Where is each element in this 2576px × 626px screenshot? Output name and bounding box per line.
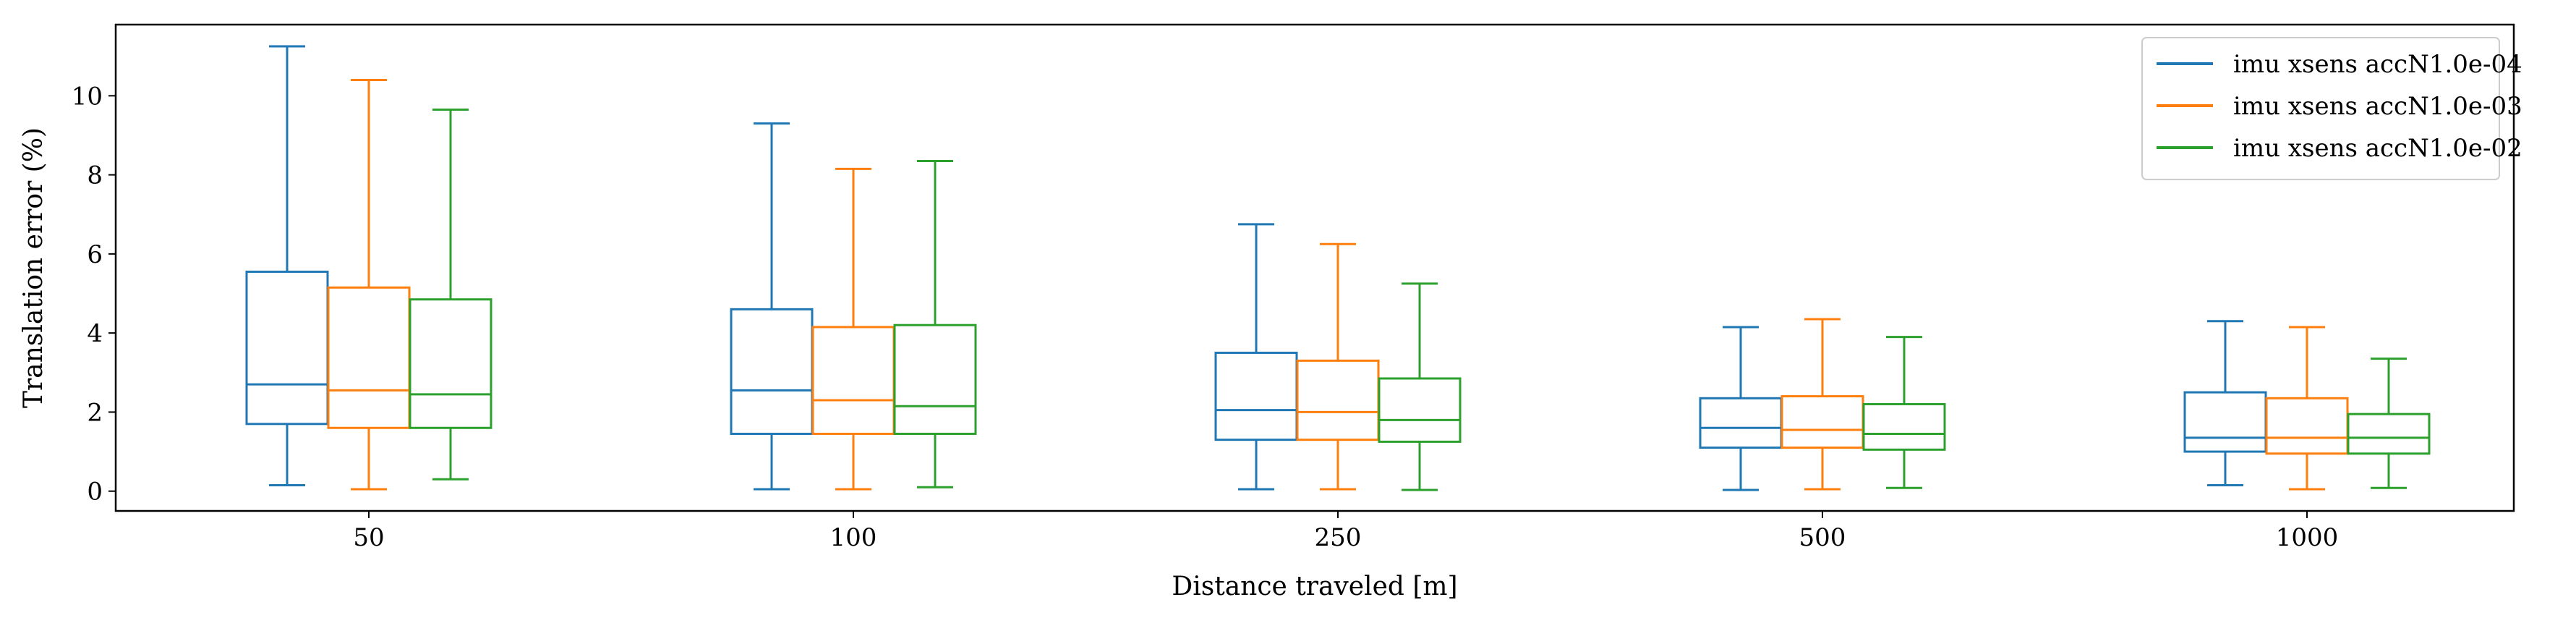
box-plot-item [1378,282,1462,491]
box-plot-item [2347,358,2431,489]
box [1378,377,1462,443]
y-axis-label: Translation error (%) [19,127,48,408]
box [245,270,329,426]
legend: imu xsens accN1.0e-04 imu xsens accN1.0e-… [2141,37,2522,180]
x-tick-label: 500 [1799,523,1846,552]
box-plot-item [1699,326,1783,491]
legend-label: imu xsens accN1.0e-02 [2233,134,2522,163]
box-plot-item [327,78,411,491]
x-tick-label: 50 [353,523,384,552]
box [811,326,895,435]
box [1699,397,1783,449]
x-axis: 50 100 250 500 1000 [353,511,2338,552]
x-axis-label: Distance traveled [m] [1172,572,1457,601]
box-plot-item [730,122,814,491]
box-plot-item [893,159,977,488]
box [1862,402,1946,451]
box [893,323,977,435]
box [1780,395,1864,449]
y-tick-label: 10 [72,82,103,111]
plot-frame [114,23,2515,512]
legend-label: imu xsens accN1.0e-04 [2233,50,2522,79]
legend-frame [2141,37,2500,180]
box-plot-item [2265,326,2349,491]
y-tick-label: 4 [87,319,103,348]
box [2183,391,2267,453]
box [1214,351,1298,441]
box [327,286,411,429]
boxes-layer [245,45,2431,491]
box-plot-item [1862,336,1946,489]
y-axis: 0 2 4 6 8 10 [72,82,116,507]
y-tick-label: 6 [87,240,103,269]
box-plot-item [1780,318,1864,491]
box [730,308,814,435]
box-plot-item [409,108,492,481]
x-tick-label: 100 [830,523,877,552]
box-plot-item [1296,242,1380,491]
x-tick-label: 1000 [2276,523,2339,552]
legend-label: imu xsens accN1.0e-03 [2233,92,2522,121]
y-tick-label: 2 [87,398,103,427]
x-tick-label: 250 [1315,523,1362,552]
box-plot-item [811,167,895,491]
box-plot-item [245,45,329,486]
y-tick-label: 0 [87,478,103,507]
box [2347,413,2431,455]
y-tick-label: 8 [87,161,103,190]
box [2265,397,2349,455]
box [1296,359,1380,441]
box-plot-item [2183,320,2267,486]
box [409,298,492,429]
box-plot-item [1214,223,1298,491]
